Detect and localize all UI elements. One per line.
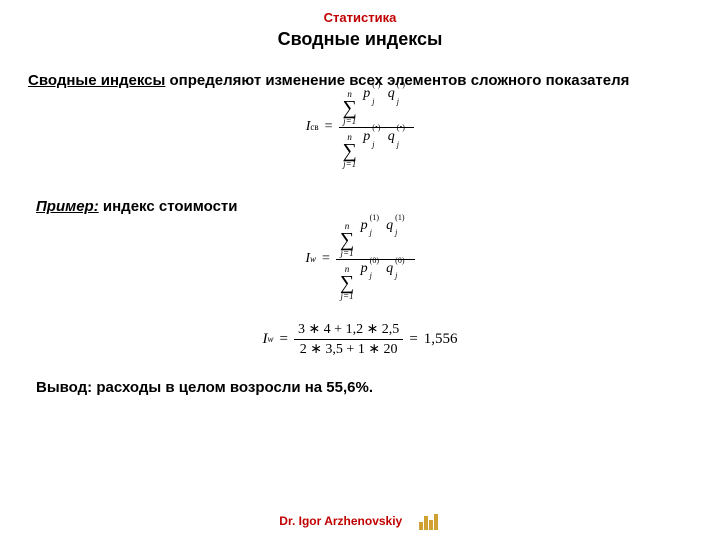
f3-num: 3 ∗ 4 + 1,2 ∗ 2,5 bbox=[294, 320, 403, 339]
f2-den-q-sub: j bbox=[395, 271, 397, 280]
f2-den-p-sub: j bbox=[370, 271, 372, 280]
f2-num-sumbot: j=1 bbox=[341, 249, 354, 258]
f1-den-p-sup: (•) bbox=[372, 123, 380, 132]
f2-num-p: p bbox=[361, 218, 368, 233]
f2-den-p-sup: (0) bbox=[370, 256, 379, 265]
f1-den-q-sup: (•) bbox=[397, 123, 405, 132]
slide-page: Статистика Сводные индексы Сводные индек… bbox=[0, 0, 720, 540]
header-category: Статистика bbox=[28, 10, 692, 25]
f3-den: 2 ∗ 3,5 + 1 ∗ 20 bbox=[296, 340, 402, 359]
f2-num-q-sup: (1) bbox=[395, 213, 404, 222]
f3-result: 1,556 bbox=[424, 331, 458, 348]
f2-den-sumbot: j=1 bbox=[341, 292, 354, 301]
f1-num-q-sup: (•) bbox=[397, 80, 405, 89]
f2-den-q-sup: (0) bbox=[395, 256, 404, 265]
f2-num-p-sub: j bbox=[370, 228, 372, 237]
f1-eq: = bbox=[325, 119, 333, 135]
f3-eq2: = bbox=[409, 331, 417, 348]
f1-num-p-sub: j bbox=[372, 97, 374, 106]
sigma-icon: ∑ bbox=[343, 142, 357, 160]
f1-den-q: q bbox=[388, 129, 395, 144]
formula-cost-index: Iw = n ∑ j=1 p(1)j q(1)j bbox=[28, 217, 692, 302]
f1-num-sumbot: j=1 bbox=[343, 117, 356, 126]
f3-lhs-sup: w bbox=[267, 334, 273, 344]
f1-den-p: p bbox=[363, 129, 370, 144]
sigma-icon: ∑ bbox=[340, 231, 354, 249]
conclusion-text: Вывод: расходы в целом возросли на 55,6%… bbox=[36, 379, 692, 396]
sigma-icon: ∑ bbox=[340, 274, 354, 292]
formula-general: Iсв = n ∑ j=1 p(•)j q(•)j bbox=[28, 85, 692, 170]
f1-num-p-sup: (•) bbox=[372, 80, 380, 89]
f1-den-q-sub: j bbox=[397, 140, 399, 149]
f2-eq: = bbox=[322, 251, 330, 267]
example-label-rest: индекс стоимости bbox=[99, 198, 238, 215]
formula-numeric: Iw = 3 ∗ 4 + 1,2 ∗ 2,5 2 ∗ 3,5 + 1 ∗ 20 … bbox=[28, 320, 692, 359]
example-label-u: Пример: bbox=[36, 198, 99, 215]
f1-num-q: q bbox=[388, 86, 395, 101]
f1-num-q-sub: j bbox=[397, 97, 399, 106]
f1-lhs-sub: св bbox=[310, 122, 318, 132]
f1-den-p-sub: j bbox=[372, 140, 374, 149]
f2-lhs-sup: w bbox=[310, 254, 316, 264]
f3-eq: = bbox=[279, 331, 287, 348]
footer: Dr. Igor Arzhenovskiy bbox=[0, 512, 720, 530]
header-title: Сводные индексы bbox=[28, 29, 692, 50]
f1-num-p: p bbox=[363, 86, 370, 101]
f1-den-sumbot: j=1 bbox=[343, 160, 356, 169]
sigma-icon: ∑ bbox=[343, 99, 357, 117]
f2-num-q: q bbox=[386, 218, 393, 233]
f2-num-p-sup: (1) bbox=[370, 213, 379, 222]
f2-num-q-sub: j bbox=[395, 228, 397, 237]
f2-den-p: p bbox=[361, 261, 368, 276]
author-name: Dr. Igor Arzhenovskiy bbox=[279, 514, 402, 528]
logo-icon bbox=[417, 512, 441, 530]
lead-underlined: Сводные индексы bbox=[28, 72, 165, 89]
f2-den-q: q bbox=[386, 261, 393, 276]
example-label: Пример: индекс стоимости bbox=[36, 198, 692, 215]
